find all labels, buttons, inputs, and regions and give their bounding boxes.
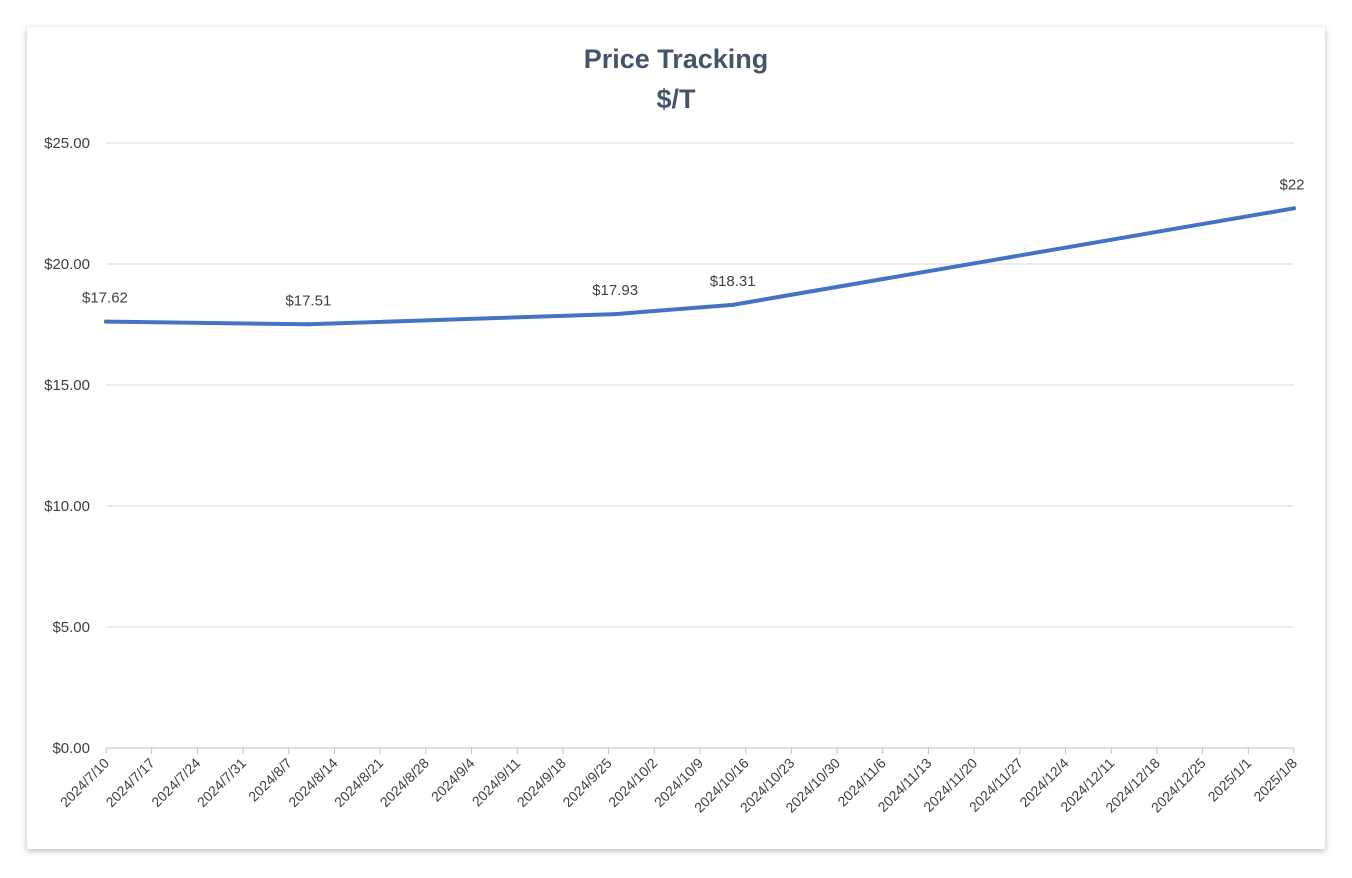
data-label: $17.62 [82, 290, 128, 307]
y-tick-label: $15.00 [44, 377, 90, 394]
y-tick-label: $0.00 [52, 740, 90, 757]
data-label: $17.93 [592, 282, 638, 299]
y-tick-label: $5.00 [52, 619, 90, 636]
data-point [730, 302, 735, 307]
x-tick-label: 2024/9/18 [514, 755, 570, 811]
data-point [1292, 206, 1296, 211]
x-tick-label: 2024/7/31 [194, 755, 250, 811]
x-tick-label: 2024/8/14 [285, 755, 341, 811]
y-tick-label: $10.00 [44, 498, 90, 515]
x-tick-label: 2024/10/2 [605, 755, 661, 811]
x-tick-label: 2024/7/10 [57, 755, 113, 811]
x-tick-label: 2025/1/8 [1250, 755, 1300, 805]
chart-title: Price Tracking [583, 44, 769, 74]
x-tick-label: 2024/7/17 [102, 755, 158, 811]
price-series-line [104, 206, 1296, 327]
x-tick-label: 2025/1/1 [1205, 755, 1255, 805]
chart-subtitle: $/T [656, 84, 696, 114]
chart-area: Price Tracking $/T [27, 27, 1325, 849]
x-tick-label: 2024/8/21 [331, 755, 387, 811]
y-tick-label: $20.00 [44, 256, 90, 273]
x-tick-label: 2024/8/28 [377, 755, 433, 811]
data-label: $22 [1279, 176, 1304, 193]
data-point [104, 319, 108, 324]
data-point [306, 322, 311, 327]
x-tick-label: 2024/9/25 [559, 755, 615, 811]
y-tick-label: $25.00 [44, 135, 90, 152]
data-label: $18.31 [710, 273, 756, 290]
data-label: $17.51 [285, 292, 331, 309]
data-point [613, 312, 618, 317]
x-tick-label: 2024/7/24 [148, 755, 204, 811]
